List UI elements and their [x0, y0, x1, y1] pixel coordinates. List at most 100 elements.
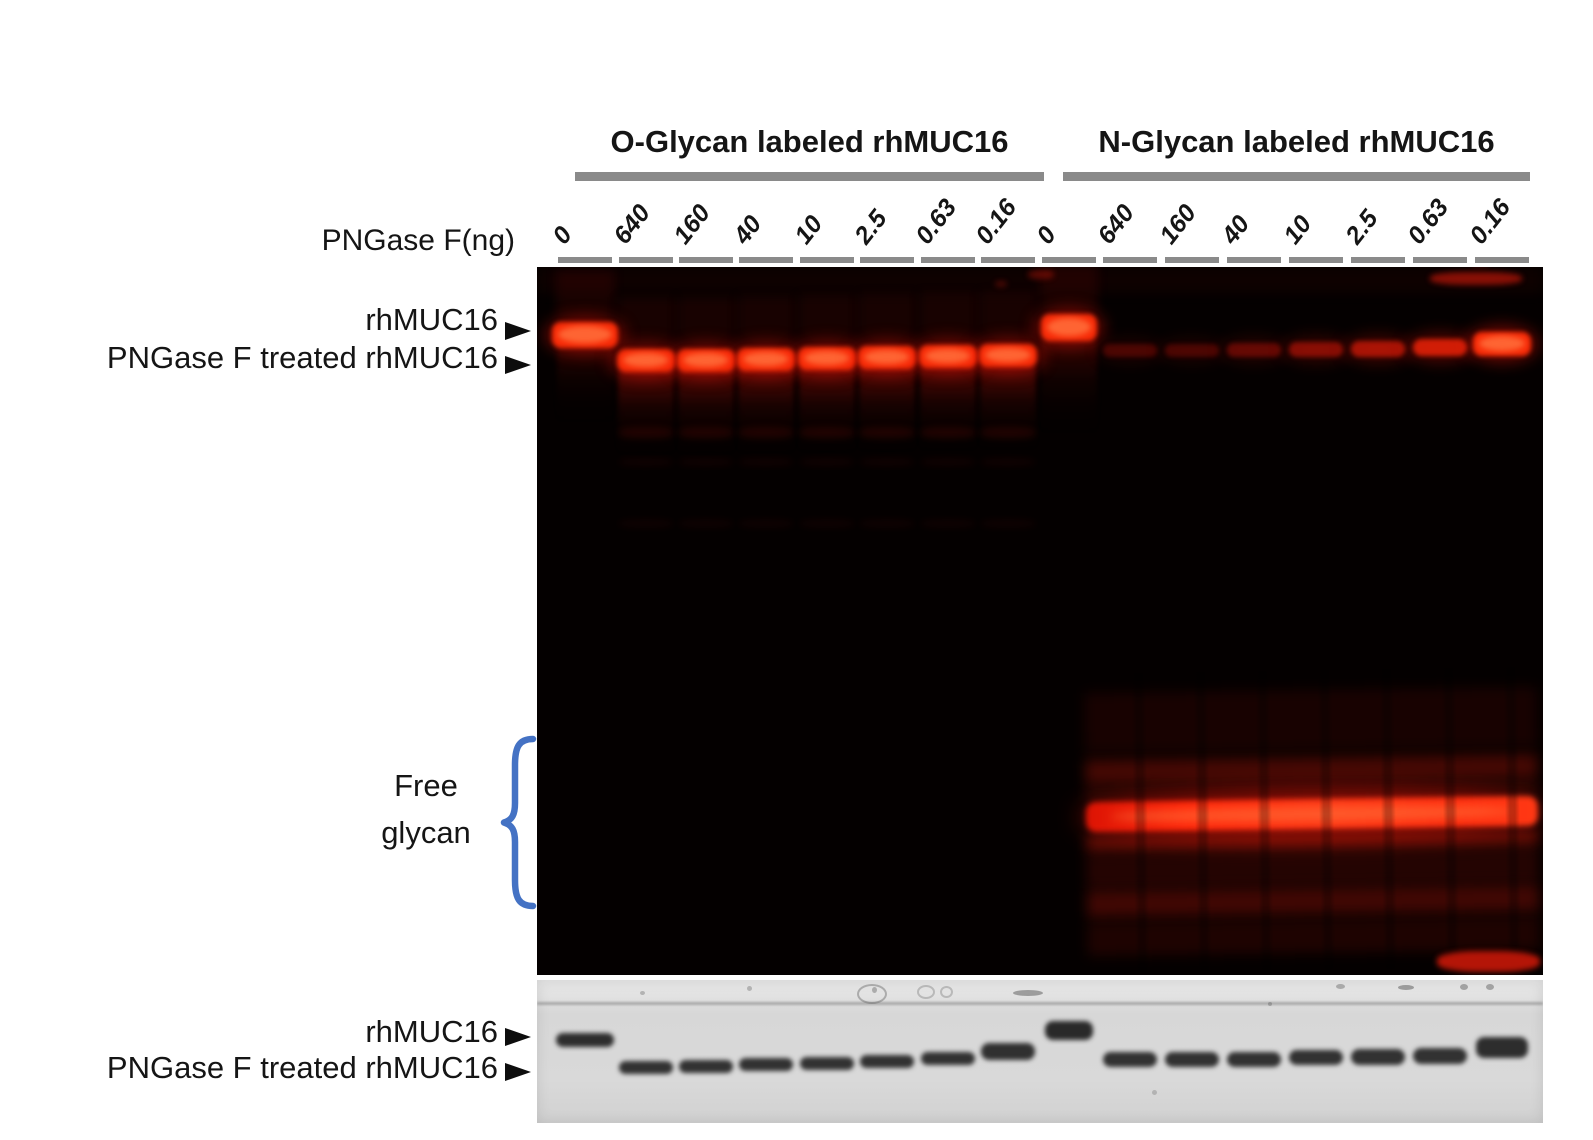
lane-tick	[1165, 257, 1219, 263]
red-artifact	[995, 281, 1007, 287]
lane-tick	[1289, 257, 1343, 263]
lane-faint-band	[799, 519, 855, 528]
group-underline-n	[1063, 172, 1530, 181]
free-glycan-smear	[1079, 666, 1543, 974]
lane-tick	[1103, 257, 1157, 263]
lane-tick	[921, 257, 975, 263]
lane-faint-band	[738, 458, 794, 466]
speck-mark	[1486, 984, 1494, 990]
lane-dose-text: 0.16	[1464, 193, 1517, 250]
lane-tick	[1227, 257, 1281, 263]
lane-dose-text: 0.16	[970, 193, 1023, 250]
speck-mark	[1268, 1002, 1272, 1006]
band-hot-core	[864, 350, 910, 364]
lane-faint-band	[980, 519, 1036, 528]
lane-faint-band	[618, 427, 674, 438]
bubble-mark	[940, 986, 953, 998]
lane-faint-band	[920, 519, 976, 528]
bubble-mark	[917, 985, 935, 999]
lane-faint-band	[678, 427, 734, 438]
stained-band	[1045, 1021, 1093, 1040]
band-arrow-icon	[505, 1063, 531, 1081]
rhmuc16-row-label-bottom: rhMUC16	[365, 1014, 498, 1049]
protein-band	[1413, 339, 1467, 356]
stained-band	[800, 1057, 854, 1070]
band-hot-core	[558, 326, 612, 343]
lane-faint-band	[799, 427, 855, 438]
band-hot-core	[985, 348, 1031, 362]
lane-under-smear	[859, 366, 915, 451]
stained-band	[860, 1055, 914, 1068]
lane-top-haze	[617, 297, 675, 347]
lane-faint-band	[859, 427, 915, 438]
group-header-o-glycan: O-Glycan labeled rhMUC16	[610, 124, 1009, 159]
lane-dose-text: 640	[1092, 199, 1140, 250]
stained-band	[739, 1058, 793, 1071]
lane-faint-band	[859, 458, 915, 466]
stained-band	[1165, 1052, 1219, 1067]
lane-under-smear	[678, 369, 734, 454]
lane-tick	[1351, 257, 1405, 263]
lane-dose-text: 640	[608, 199, 656, 250]
lane-top-haze	[979, 292, 1037, 342]
lane-dose-text: 2.5	[1340, 204, 1384, 250]
stained-band	[1103, 1052, 1157, 1067]
red-artifact	[1437, 951, 1540, 972]
lane-dose-text: 2.5	[849, 204, 893, 250]
red-artifact	[1430, 272, 1522, 285]
lane-dose-text: 0	[1031, 221, 1062, 250]
stained-band	[679, 1060, 733, 1073]
lane-dose-text: 0.63	[1402, 193, 1455, 250]
stained-band	[1413, 1048, 1467, 1064]
lane-top-haze	[1040, 267, 1098, 312]
lane-under-smear	[618, 369, 674, 454]
lane-top-haze	[677, 297, 735, 347]
red-artifact	[1028, 270, 1054, 279]
free-glycan-label: Free glycan	[320, 762, 532, 856]
lane-dose-text: 40	[728, 210, 768, 250]
speck-mark	[1013, 990, 1043, 996]
lane-top-haze	[556, 270, 614, 320]
group-header-n-glycan: N-Glycan labeled rhMUC16	[1098, 124, 1495, 159]
lane-top-haze	[919, 293, 977, 343]
lane-under-smear	[557, 345, 613, 423]
lane-tick	[1475, 257, 1529, 263]
lane-under-smear	[1041, 338, 1097, 433]
band-hot-core	[925, 349, 971, 363]
lane-faint-band	[920, 458, 976, 466]
protein-band	[1227, 343, 1281, 357]
band-hot-core	[683, 353, 729, 367]
lane-tick	[619, 257, 673, 263]
stained-band	[1476, 1037, 1528, 1058]
protein-band	[1165, 344, 1219, 357]
band-hot-core	[1047, 318, 1091, 336]
lane-faint-band	[618, 458, 674, 466]
lane-tick	[860, 257, 914, 263]
protein-band	[1103, 344, 1157, 357]
free-glycan-brace-icon	[500, 735, 537, 910]
bubble-mark	[857, 984, 887, 1004]
band-arrow-icon	[505, 322, 531, 340]
lane-top-haze	[737, 296, 795, 346]
fluorescent-gel-panel	[537, 267, 1543, 975]
band-glow	[1158, 338, 1226, 363]
lane-faint-band	[920, 427, 976, 438]
lane-faint-band	[738, 519, 794, 528]
band-hot-core	[1479, 336, 1525, 351]
lane-dose-text: 10	[789, 210, 829, 250]
speck-mark	[747, 986, 752, 991]
lane-top-haze	[858, 294, 916, 344]
lane-tick	[679, 257, 733, 263]
band-glow	[1096, 338, 1164, 363]
lane-tick	[1413, 257, 1467, 263]
lane-faint-band	[678, 458, 734, 466]
lane-faint-band	[678, 519, 734, 528]
lane-under-smear	[738, 368, 794, 453]
gel-seam-line	[537, 1002, 1543, 1005]
group-underline-o	[575, 172, 1044, 181]
lane-dose-text: 0.63	[910, 193, 963, 250]
speck-mark	[1460, 984, 1468, 990]
lane-dose-text: 160	[668, 199, 716, 250]
stained-band	[921, 1052, 975, 1065]
